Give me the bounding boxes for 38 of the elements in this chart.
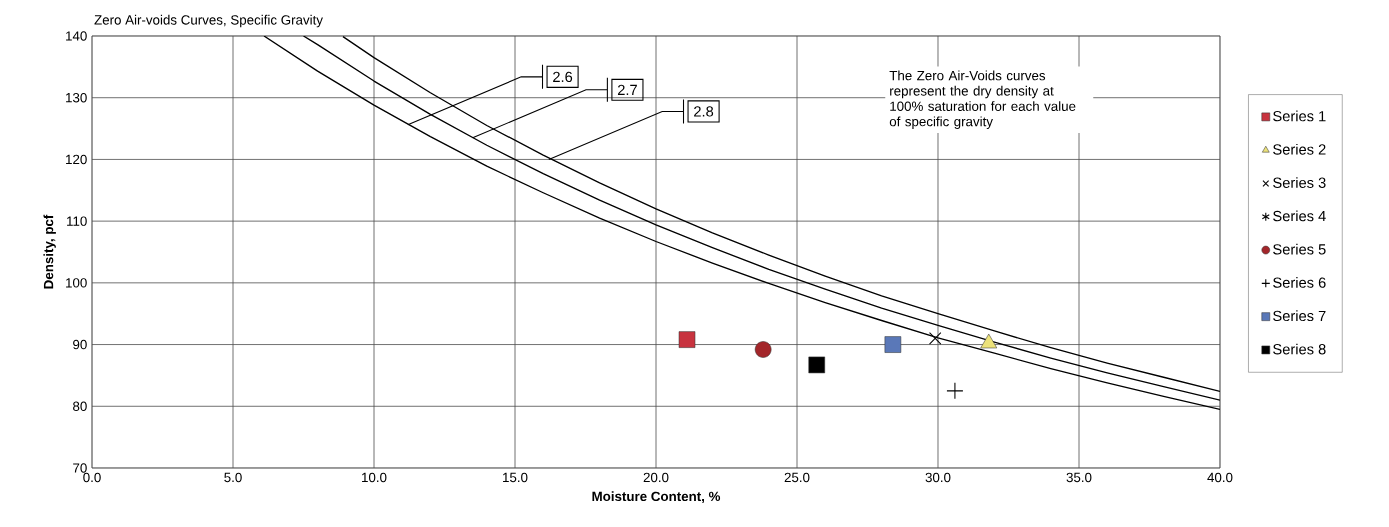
annotation: The Zero Air-Voids curves represent the dry density at 100% saturation for each value of specific gravity bbox=[889, 70, 1076, 129]
point bbox=[928, 332, 942, 345]
y-tick-label: 90 bbox=[73, 339, 87, 350]
point bbox=[946, 382, 964, 400]
x-axis-title: Moisture Content, % bbox=[592, 491, 721, 504]
y-tick-label: 70 bbox=[73, 463, 87, 473]
annotation: 2.8 bbox=[694, 106, 714, 117]
point bbox=[808, 356, 826, 374]
legend-label: Series 7 bbox=[1273, 310, 1326, 322]
y-tick-label: 110 bbox=[67, 216, 87, 226]
x-tick-label: 25.0 bbox=[784, 472, 810, 483]
legend-label: Series 1 bbox=[1273, 110, 1326, 122]
x-tick-label: 5.0 bbox=[224, 472, 242, 483]
y-tick-label: 120 bbox=[66, 154, 87, 165]
x-tick-label: 30.0 bbox=[925, 472, 951, 483]
legend-label: Series 4 bbox=[1273, 210, 1326, 222]
annotation: 2.6 bbox=[553, 71, 573, 83]
y-tick-label: 130 bbox=[66, 93, 87, 103]
legend-label: Series 8 bbox=[1273, 343, 1326, 355]
x-tick-label: 40.0 bbox=[1207, 472, 1233, 483]
annotation: 2.7 bbox=[617, 84, 637, 95]
x-tick-label: 35.0 bbox=[1066, 472, 1092, 483]
point bbox=[884, 336, 902, 353]
chart-title: Zero Air-voids Curves, Specific Gravity bbox=[94, 14, 323, 28]
legend-label: Series 6 bbox=[1273, 277, 1326, 288]
y-tick-label: 140 bbox=[66, 31, 87, 41]
point bbox=[754, 341, 772, 358]
y-tick-label: 80 bbox=[73, 401, 87, 411]
legend-label: Series 3 bbox=[1273, 177, 1326, 188]
legend-label: Series 5 bbox=[1273, 243, 1326, 255]
x-tick-label: 20.0 bbox=[643, 472, 669, 483]
y-axis-title: Density, pcf bbox=[43, 214, 56, 289]
point bbox=[678, 331, 696, 348]
x-tick-label: 0.0 bbox=[83, 472, 101, 483]
legend-label: Series 2 bbox=[1273, 143, 1326, 155]
y-tick-label: 100 bbox=[66, 278, 87, 288]
x-tick-label: 15.0 bbox=[503, 472, 528, 483]
x-tick-label: 10.0 bbox=[362, 472, 387, 483]
